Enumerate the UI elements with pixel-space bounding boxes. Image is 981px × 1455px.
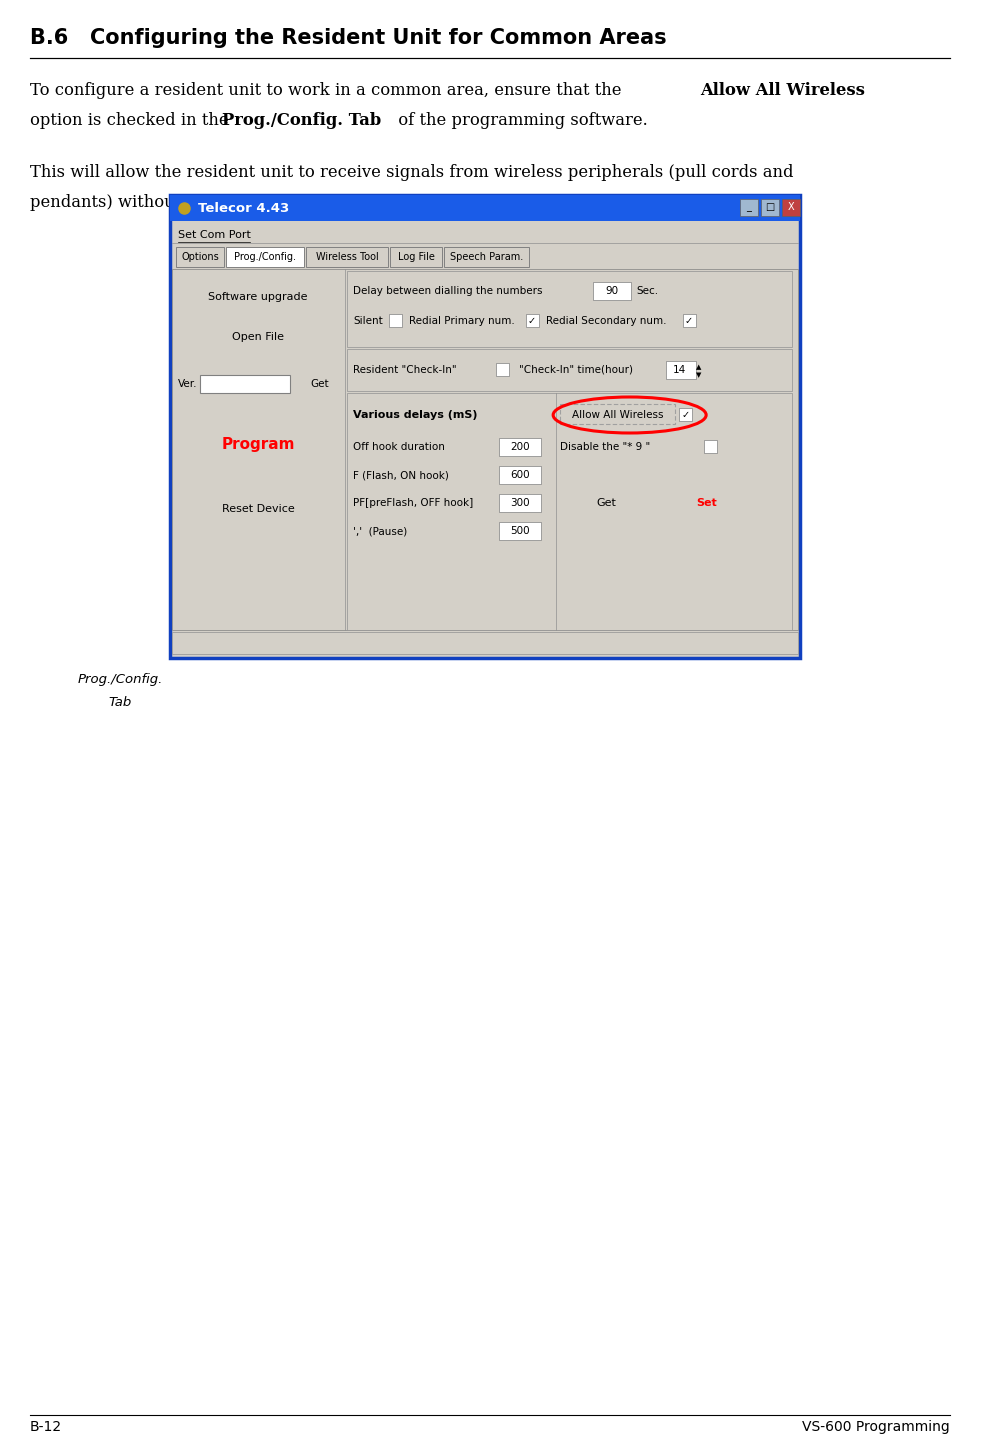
FancyBboxPatch shape bbox=[226, 247, 304, 268]
Text: Speech Param.: Speech Param. bbox=[450, 252, 523, 262]
Text: Prog./Config.: Prog./Config. bbox=[234, 252, 296, 262]
Text: Program: Program bbox=[222, 436, 294, 451]
FancyBboxPatch shape bbox=[740, 199, 758, 215]
Text: Sec.: Sec. bbox=[636, 287, 658, 295]
Text: Prog./Config.: Prog./Config. bbox=[77, 674, 163, 685]
FancyBboxPatch shape bbox=[200, 375, 290, 393]
Text: 600: 600 bbox=[510, 470, 530, 480]
Text: pendants) without needing them to be programmed first.: pendants) without needing them to be pro… bbox=[30, 194, 505, 211]
Text: Ver.: Ver. bbox=[178, 378, 197, 388]
Text: ✓: ✓ bbox=[681, 410, 690, 420]
Text: Options: Options bbox=[181, 252, 219, 262]
Text: Wireless Tool: Wireless Tool bbox=[316, 252, 379, 262]
FancyBboxPatch shape bbox=[704, 439, 717, 453]
FancyBboxPatch shape bbox=[666, 361, 696, 378]
Text: Log File: Log File bbox=[397, 252, 435, 262]
Text: B.6   Configuring the Resident Unit for Common Areas: B.6 Configuring the Resident Unit for Co… bbox=[30, 28, 667, 48]
Text: Software upgrade: Software upgrade bbox=[208, 292, 308, 303]
Text: Prog./Config. Tab: Prog./Config. Tab bbox=[222, 112, 382, 129]
Text: To configure a resident unit to work in a common area, ensure that the: To configure a resident unit to work in … bbox=[30, 81, 627, 99]
Text: 300: 300 bbox=[510, 498, 530, 508]
FancyBboxPatch shape bbox=[170, 195, 800, 658]
FancyBboxPatch shape bbox=[347, 393, 792, 630]
FancyBboxPatch shape bbox=[560, 404, 675, 423]
Text: Get: Get bbox=[596, 498, 616, 508]
FancyBboxPatch shape bbox=[499, 438, 541, 455]
Text: Disable the "* 9 ": Disable the "* 9 " bbox=[560, 442, 650, 453]
Text: ','  (Pause): ',' (Pause) bbox=[353, 527, 407, 535]
FancyBboxPatch shape bbox=[499, 522, 541, 540]
FancyBboxPatch shape bbox=[347, 349, 792, 391]
FancyBboxPatch shape bbox=[679, 407, 693, 420]
Text: Various delays (mS): Various delays (mS) bbox=[353, 410, 478, 420]
Text: □: □ bbox=[765, 202, 775, 212]
Text: 90: 90 bbox=[605, 287, 619, 295]
FancyBboxPatch shape bbox=[170, 195, 800, 221]
FancyBboxPatch shape bbox=[526, 314, 539, 327]
FancyBboxPatch shape bbox=[683, 314, 696, 327]
Text: Allow All Wireless: Allow All Wireless bbox=[700, 81, 865, 99]
Text: F (Flash, ON hook): F (Flash, ON hook) bbox=[353, 470, 449, 480]
FancyBboxPatch shape bbox=[499, 495, 541, 512]
Text: option is checked in the: option is checked in the bbox=[30, 112, 233, 129]
Text: ▼: ▼ bbox=[697, 372, 701, 378]
Text: ✓: ✓ bbox=[685, 316, 693, 326]
Text: VS-600 Programming: VS-600 Programming bbox=[802, 1420, 950, 1435]
FancyBboxPatch shape bbox=[496, 362, 509, 375]
Text: Resident "Check-In": Resident "Check-In" bbox=[353, 365, 456, 375]
FancyBboxPatch shape bbox=[172, 269, 798, 630]
Text: PF[preFlash, OFF hook]: PF[preFlash, OFF hook] bbox=[353, 498, 473, 508]
Text: 200: 200 bbox=[510, 442, 530, 453]
FancyBboxPatch shape bbox=[593, 282, 631, 300]
Text: ▲: ▲ bbox=[697, 364, 701, 370]
FancyBboxPatch shape bbox=[499, 466, 541, 485]
Text: Telecor 4.43: Telecor 4.43 bbox=[198, 201, 289, 214]
Text: ✓: ✓ bbox=[528, 316, 536, 326]
FancyBboxPatch shape bbox=[390, 247, 442, 268]
Text: Set Com Port: Set Com Port bbox=[178, 230, 251, 240]
Text: 14: 14 bbox=[672, 365, 686, 375]
Text: 500: 500 bbox=[510, 527, 530, 535]
FancyBboxPatch shape bbox=[389, 314, 402, 327]
Text: "Check-In" time(hour): "Check-In" time(hour) bbox=[519, 365, 633, 375]
Text: Reset Device: Reset Device bbox=[222, 503, 294, 514]
Text: Off hook duration: Off hook duration bbox=[353, 442, 444, 453]
Text: B-12: B-12 bbox=[30, 1420, 62, 1435]
FancyBboxPatch shape bbox=[306, 247, 388, 268]
FancyBboxPatch shape bbox=[761, 199, 779, 215]
FancyBboxPatch shape bbox=[172, 631, 798, 653]
Text: Set: Set bbox=[696, 498, 716, 508]
Text: Delay between dialling the numbers: Delay between dialling the numbers bbox=[353, 287, 542, 295]
FancyBboxPatch shape bbox=[176, 247, 224, 268]
Text: Redial Primary num.: Redial Primary num. bbox=[409, 316, 515, 326]
Text: X: X bbox=[788, 202, 795, 212]
Text: Get: Get bbox=[310, 378, 329, 388]
Text: of the programming software.: of the programming software. bbox=[393, 112, 647, 129]
FancyBboxPatch shape bbox=[782, 199, 800, 215]
Text: Tab: Tab bbox=[108, 695, 131, 709]
Text: Silent: Silent bbox=[353, 316, 383, 326]
Text: _: _ bbox=[747, 202, 751, 212]
Text: Redial Secondary num.: Redial Secondary num. bbox=[546, 316, 666, 326]
Text: This will allow the resident unit to receive signals from wireless peripherals (: This will allow the resident unit to rec… bbox=[30, 164, 794, 180]
Text: Allow All Wireless: Allow All Wireless bbox=[572, 410, 663, 420]
FancyBboxPatch shape bbox=[347, 271, 792, 346]
FancyBboxPatch shape bbox=[444, 247, 529, 268]
Text: Open File: Open File bbox=[232, 332, 284, 342]
